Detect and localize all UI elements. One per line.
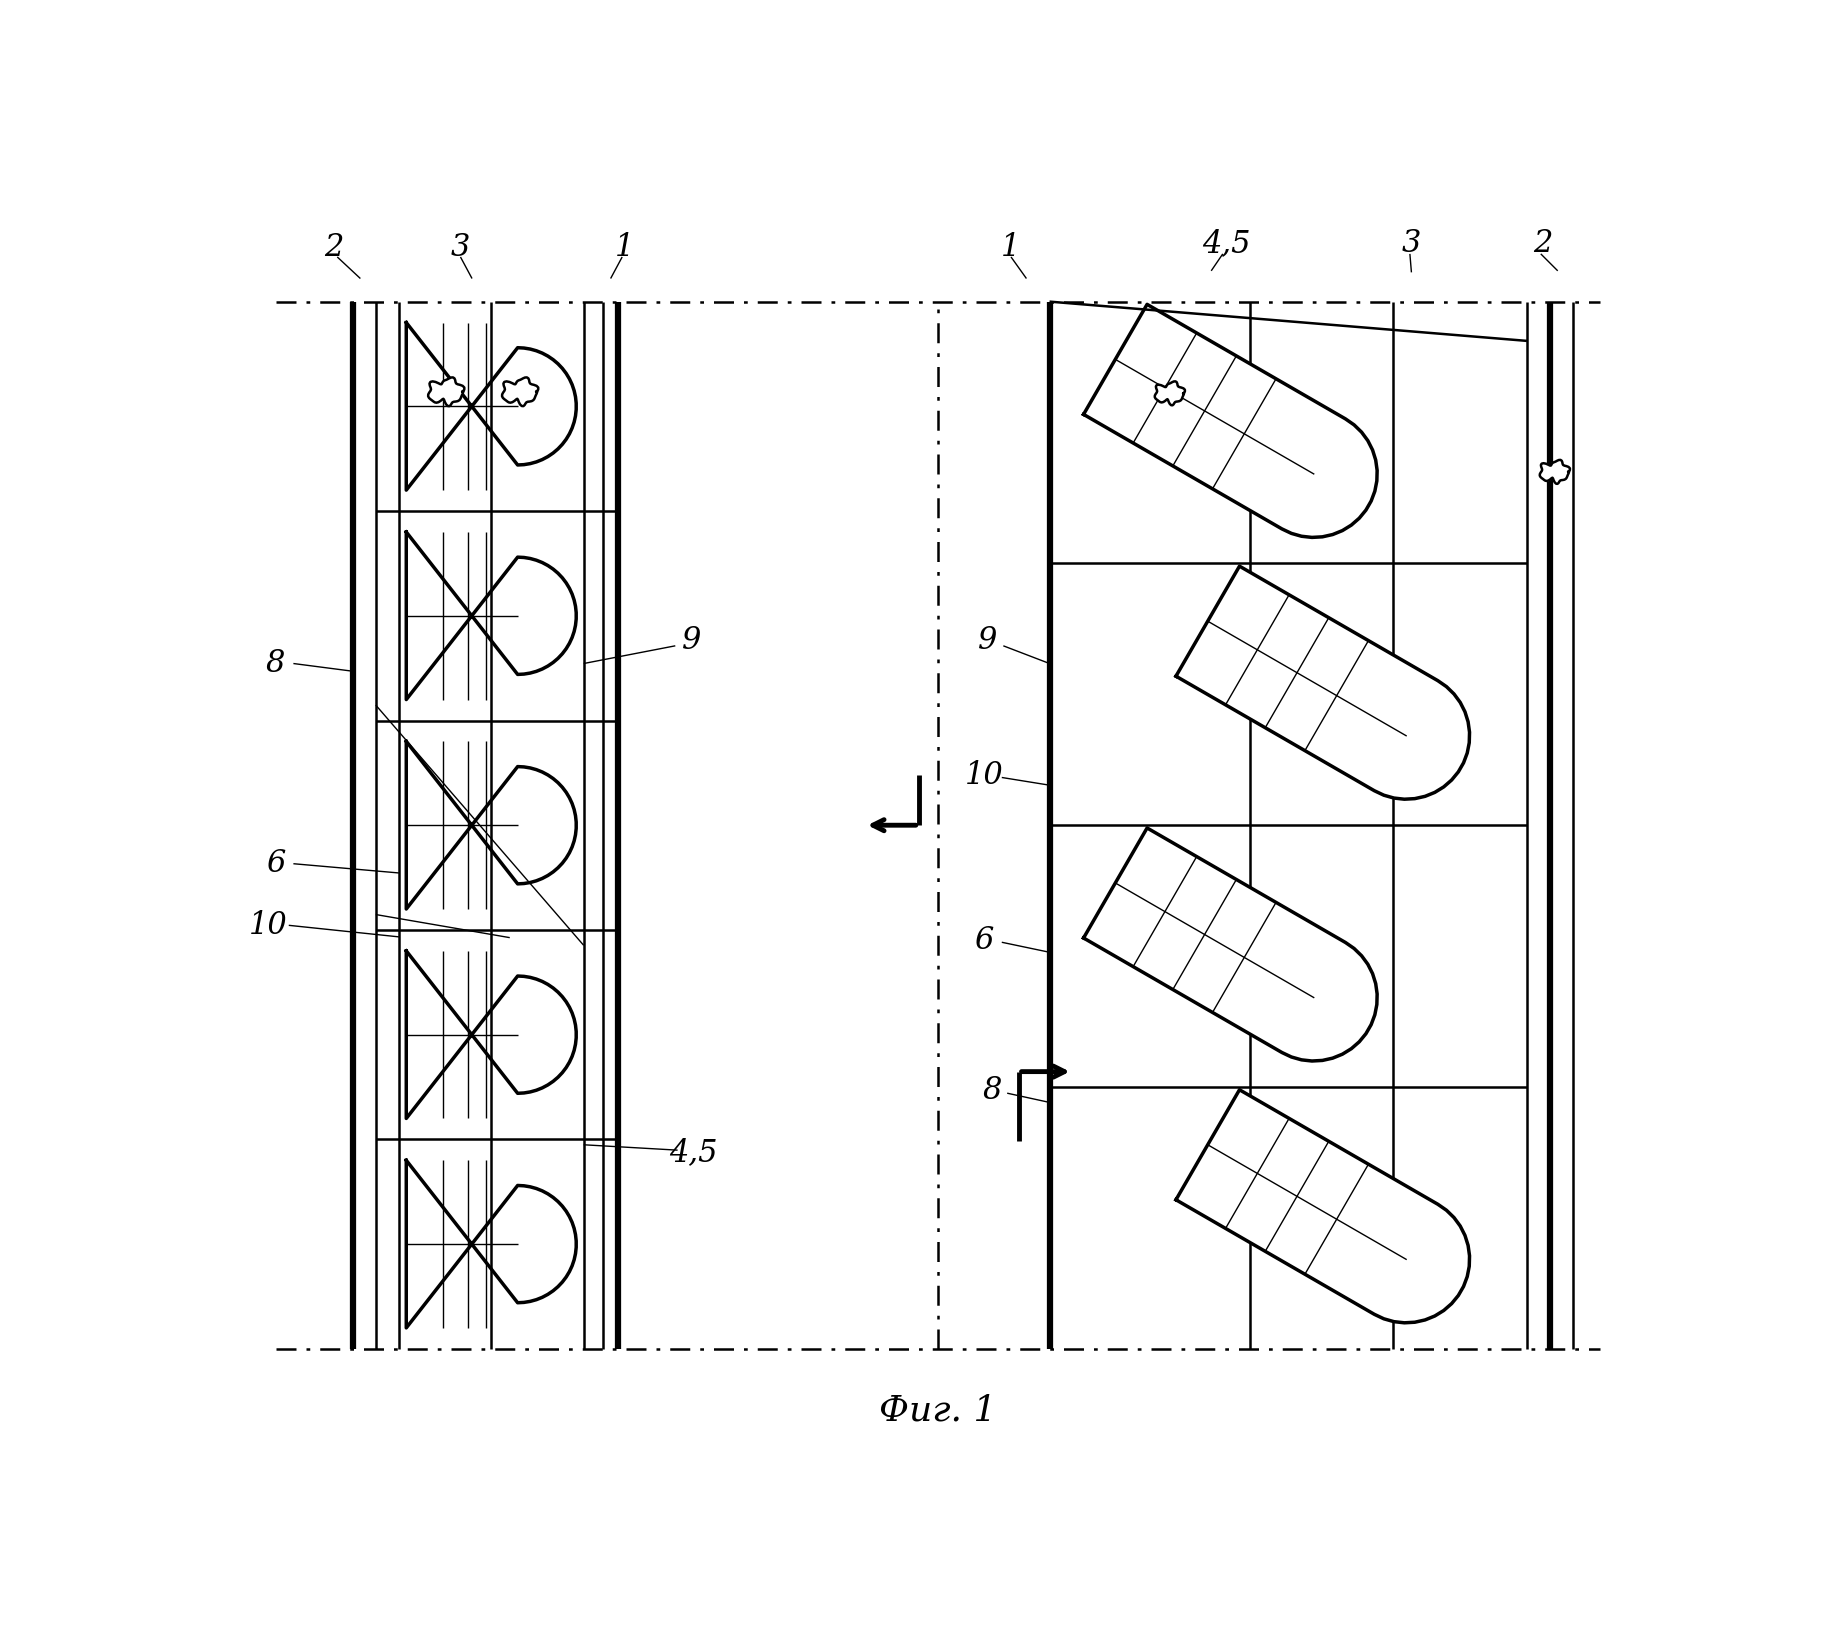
- Polygon shape: [1177, 567, 1469, 799]
- Polygon shape: [501, 378, 538, 405]
- Text: 8: 8: [983, 1076, 1001, 1107]
- Text: 9: 9: [683, 625, 701, 656]
- Polygon shape: [1083, 304, 1378, 537]
- Text: 2: 2: [1534, 228, 1552, 259]
- Polygon shape: [1539, 459, 1570, 484]
- Text: 1: 1: [1001, 233, 1021, 264]
- Text: 1: 1: [615, 233, 635, 264]
- Text: 10: 10: [964, 760, 1003, 791]
- Text: 10: 10: [249, 910, 287, 941]
- Text: 4,5: 4,5: [670, 1136, 717, 1167]
- Text: 4,5: 4,5: [1202, 228, 1252, 259]
- Text: 6: 6: [974, 925, 994, 956]
- Polygon shape: [1155, 381, 1184, 405]
- Text: 3: 3: [450, 233, 470, 264]
- Polygon shape: [428, 378, 465, 405]
- Polygon shape: [1083, 829, 1378, 1061]
- Text: 3: 3: [1402, 228, 1422, 259]
- Polygon shape: [1177, 1089, 1469, 1324]
- Text: 9: 9: [979, 625, 997, 656]
- Text: 8: 8: [265, 648, 285, 679]
- Text: Фиг. 1: Фиг. 1: [878, 1394, 997, 1428]
- Text: 2: 2: [324, 233, 342, 264]
- Text: 6: 6: [265, 848, 285, 879]
